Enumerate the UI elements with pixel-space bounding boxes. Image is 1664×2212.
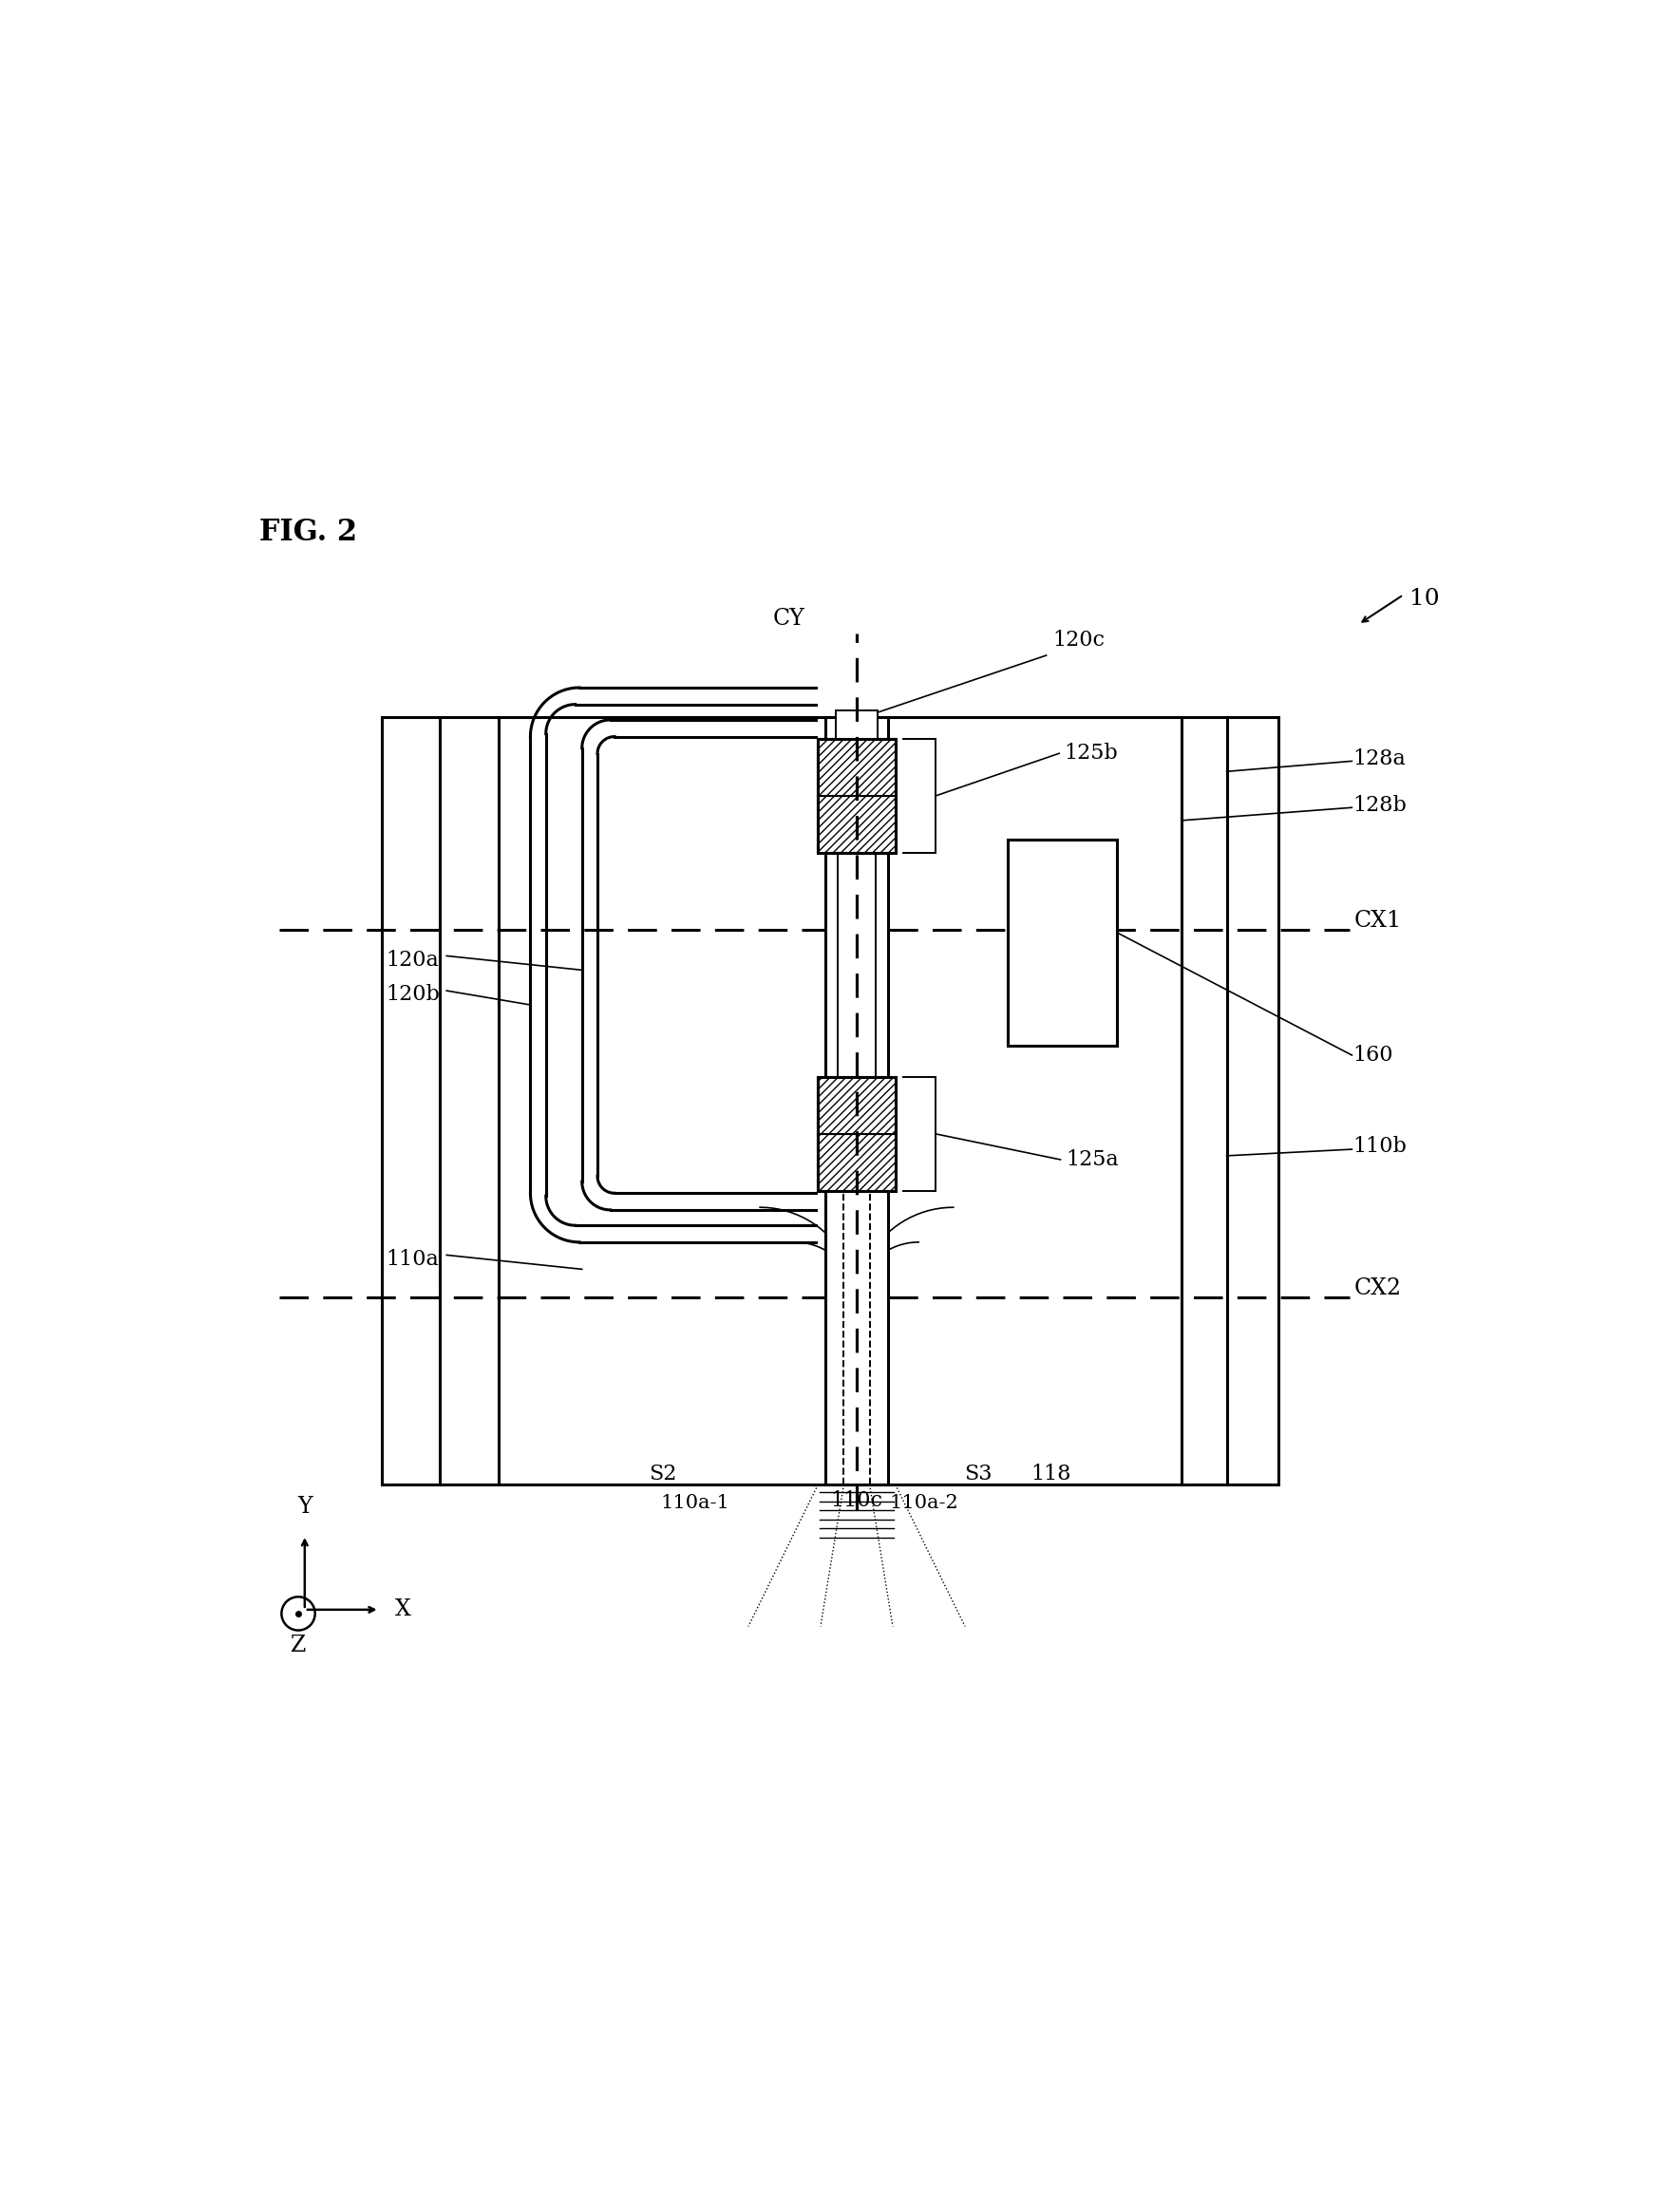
Bar (819, 1077, 895, 1135)
Text: 120b: 120b (386, 984, 439, 1004)
Text: X: X (394, 1599, 411, 1621)
Bar (819, 1077, 895, 1190)
Text: 118: 118 (1030, 1464, 1072, 1484)
Text: 120c: 120c (1053, 630, 1105, 650)
Text: 110c: 110c (830, 1489, 884, 1511)
Text: 10: 10 (1409, 588, 1439, 611)
Text: 110a: 110a (386, 1248, 439, 1270)
Bar (819, 739, 895, 852)
Text: 120a: 120a (386, 949, 439, 971)
Text: 128b: 128b (1353, 794, 1408, 816)
Text: CX2: CX2 (1354, 1279, 1403, 1298)
Text: CX1: CX1 (1354, 909, 1403, 931)
Text: 110a-2: 110a-2 (889, 1493, 958, 1511)
Text: 125a: 125a (1065, 1150, 1118, 1170)
Text: CY: CY (774, 608, 805, 630)
Text: 110a-1: 110a-1 (661, 1493, 730, 1511)
Text: FIG. 2: FIG. 2 (260, 518, 358, 546)
Bar (819, 1135, 895, 1190)
Bar (819, 739, 895, 796)
Bar (837, 852, 875, 1077)
Text: Z: Z (291, 1635, 306, 1657)
Text: 125b: 125b (1065, 743, 1118, 763)
Bar (835, 710, 877, 739)
Bar (1007, 841, 1117, 1046)
Text: 160: 160 (1353, 1044, 1393, 1066)
Text: 128a: 128a (1353, 748, 1406, 770)
Text: Y: Y (298, 1495, 313, 1517)
Bar (383, 717, 1278, 1484)
Bar (819, 796, 895, 852)
Text: 110b: 110b (1353, 1137, 1408, 1157)
Bar (825, 717, 887, 1484)
Text: S2: S2 (649, 1464, 677, 1484)
Text: S3: S3 (963, 1464, 992, 1484)
